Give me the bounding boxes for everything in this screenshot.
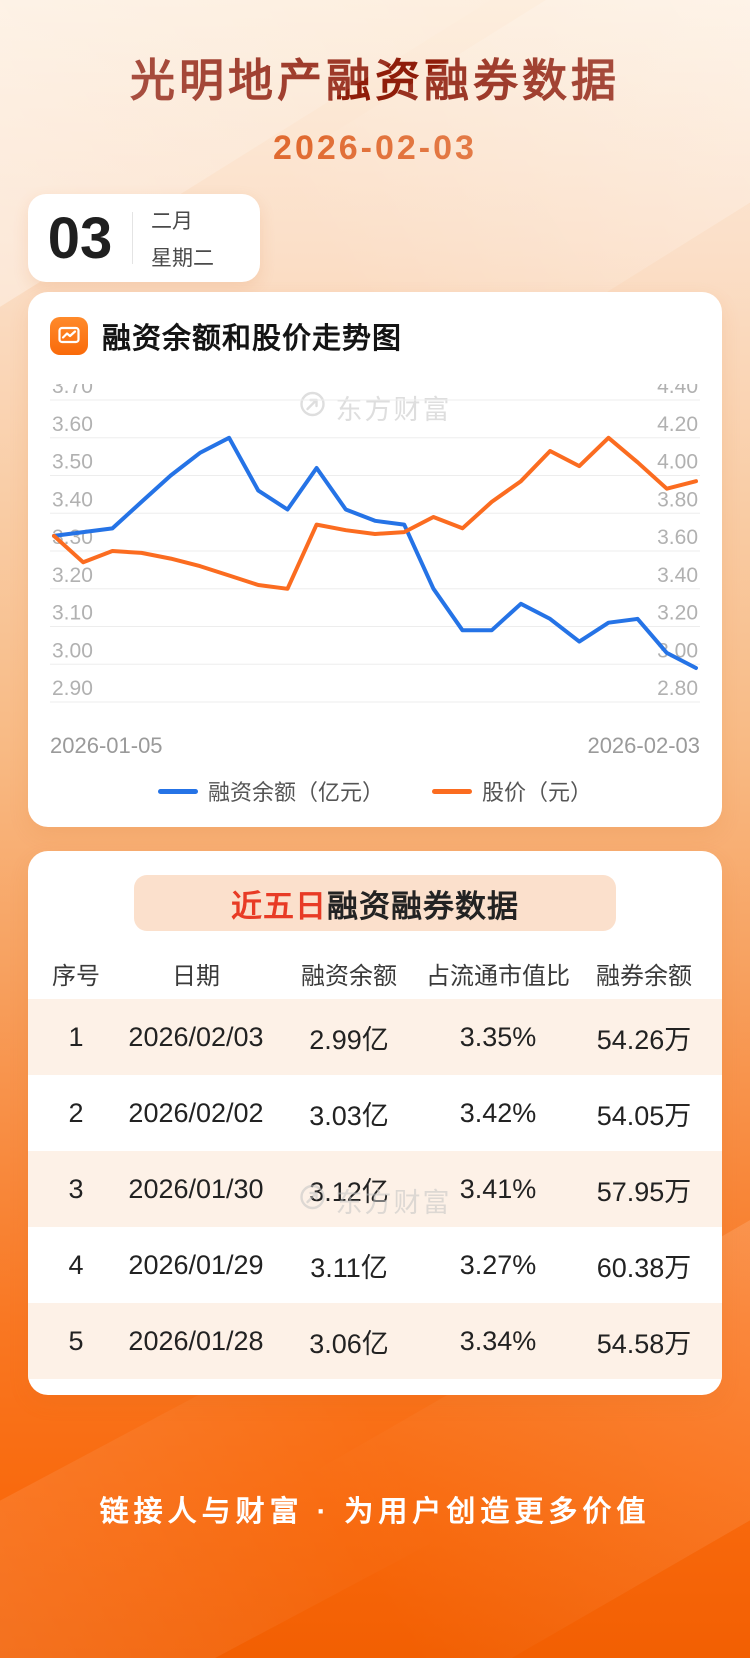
table-row: 5 2026/01/28 3.06亿 3.34% 54.58万 — [28, 1303, 722, 1379]
divider — [132, 212, 133, 264]
trend-chart: 3.70 4.40 3.60 4.20 3.50 4.00 3.40 3.80 3.30 3.60… — [50, 375, 700, 807]
month-label: 二月 — [151, 209, 193, 233]
table-cell: 3.11亿 — [310, 1252, 388, 1283]
table-cell: 3.06亿 — [309, 1328, 389, 1359]
left-axis-tick-label: 3.60 — [52, 413, 93, 436]
table-cell: 3.42% — [459, 1097, 537, 1128]
table-cell: 2 — [68, 1097, 84, 1128]
column-header: 序号 — [52, 962, 100, 990]
badge-rest: 融资融券数据 — [327, 888, 519, 924]
table-cell: 2026/02/02 — [128, 1097, 264, 1128]
table-cell: 2026/01/28 — [128, 1325, 264, 1356]
right-axis-tick-label: 2.80 — [657, 677, 698, 700]
table-cell: 2026/01/29 — [128, 1249, 264, 1280]
column-header: 日期 — [172, 962, 220, 990]
x-axis-labels: 2026-01-05 2026-02-03 — [50, 733, 700, 759]
chart-legend: 融资余额（亿元） 股价（元） — [50, 775, 700, 807]
table-cell: 2026/02/03 — [128, 1021, 264, 1052]
table-cell: 3.34% — [459, 1325, 537, 1356]
left-axis-tick-label: 3.40 — [52, 488, 93, 511]
table-row: 3 2026/01/30 3.12亿 3.41% 57.95万 — [28, 1151, 722, 1227]
table-cell: 1 — [68, 1021, 84, 1052]
table-cell: 54.26万 — [596, 1024, 692, 1055]
trend-chart-svg: 3.70 4.403.60 4.203.50 4.003.40 3.803.30 3.60… — [50, 375, 700, 703]
day-number: 03 — [47, 205, 113, 271]
table-cell: 3.03亿 — [309, 1100, 389, 1131]
table-cell: 3.27% — [459, 1249, 537, 1280]
column-header: 融券余额 — [596, 962, 692, 990]
table-title-badge: 近五日 融资融券数据 — [134, 875, 616, 931]
table-cell: 57.95万 — [596, 1176, 692, 1207]
badge-highlight: 近五日 — [231, 888, 327, 924]
table-cell: 5 — [68, 1325, 84, 1356]
eastmoney-logo-icon — [299, 1183, 327, 1218]
legend-marker-orange — [432, 788, 472, 794]
right-axis-tick-label: 3.80 — [657, 488, 698, 511]
table-body: 1 2026/02/03 2.99亿 3.35% 54.26万 2 2026/02/02 3.… — [28, 999, 722, 1379]
right-axis-tick-label: 3.00 — [657, 639, 698, 662]
column-header: 融资余额 — [301, 962, 397, 990]
line-chart-icon — [50, 317, 88, 355]
table-cell: 4 — [68, 1249, 84, 1280]
right-axis-tick-label: 3.60 — [657, 526, 698, 549]
table-header-row: 序号 日期 融资余额 占流通市值比 融券余额 — [28, 947, 722, 999]
eastmoney-watermark: 东方财富 — [299, 1181, 452, 1220]
x-axis-end-label: 2026-02-03 — [587, 733, 700, 758]
table-cell: 2.99亿 — [309, 1024, 389, 1055]
left-axis-tick-label: 2.90 — [52, 677, 93, 700]
left-axis-tick-label: 3.50 — [52, 451, 93, 474]
right-axis-tick-label: 4.40 — [657, 384, 698, 398]
column-header: 占流通市值比 — [426, 962, 570, 990]
x-axis-start-label: 2026-01-05 — [50, 733, 163, 758]
page-date: 2026-02-03 — [273, 129, 477, 167]
table-cell: 3.35% — [459, 1021, 537, 1052]
right-axis-tick-label: 3.20 — [657, 602, 698, 625]
legend-item-financing-balance: 融资余额（亿元） — [157, 775, 384, 807]
table-cell: 3 — [68, 1173, 84, 1204]
legend-marker-blue — [157, 788, 198, 794]
left-axis-tick-label: 3.00 — [52, 639, 93, 662]
chart-series-line — [52, 435, 698, 670]
table-row: 1 2026/02/03 2.99亿 3.35% 54.26万 — [28, 999, 722, 1075]
right-axis-tick-label: 3.40 — [657, 564, 698, 587]
table-row: 4 2026/01/29 3.11亿 3.27% 60.38万 — [28, 1227, 722, 1303]
table-cell: 60.38万 — [596, 1252, 692, 1283]
right-axis-tick-label: 4.00 — [657, 451, 698, 474]
chart-series-line — [52, 435, 698, 591]
table-card: 近五日 融资融券数据 序号 日期 融资余额 占流通市值比 融券余额 1 2026/02/0… — [28, 851, 722, 1395]
table-cell: 54.05万 — [596, 1100, 692, 1131]
weekday-label: 星期二 — [151, 246, 214, 270]
calendar-card: 03 二月 星期二 — [28, 194, 260, 282]
table-cell: 3.41% — [459, 1173, 537, 1204]
page-title: 光明地产融资融券数据 — [129, 55, 620, 106]
watermark-text: 东方财富 — [335, 1188, 452, 1218]
table-cell: 54.58万 — [596, 1328, 692, 1359]
chart-card: 融资余额和股价走势图 东方财富 3.70 4.40 3.60 4.20 3.50 4.00… — [28, 292, 722, 827]
right-axis-tick-label: 4.20 — [657, 413, 698, 436]
left-axis-tick-label: 3.70 — [52, 384, 93, 398]
legend-label: 融资余额（亿元） — [207, 780, 384, 805]
footer-slogan: 链接人与财富 · 为用户创造更多价值 — [99, 1496, 651, 1528]
chart-header: 融资余额和股价走势图 — [50, 316, 700, 356]
table-cell: 2026/01/30 — [128, 1173, 264, 1204]
left-axis-tick-label: 3.10 — [52, 602, 93, 625]
legend-label: 股价（元） — [482, 780, 593, 805]
chart-title: 融资余额和股价走势图 — [102, 323, 403, 355]
legend-item-stock-price: 股价（元） — [432, 775, 592, 807]
table-row: 2 2026/02/02 3.03亿 3.42% 54.05万 — [28, 1075, 722, 1151]
left-axis-tick-label: 3.20 — [52, 564, 93, 587]
